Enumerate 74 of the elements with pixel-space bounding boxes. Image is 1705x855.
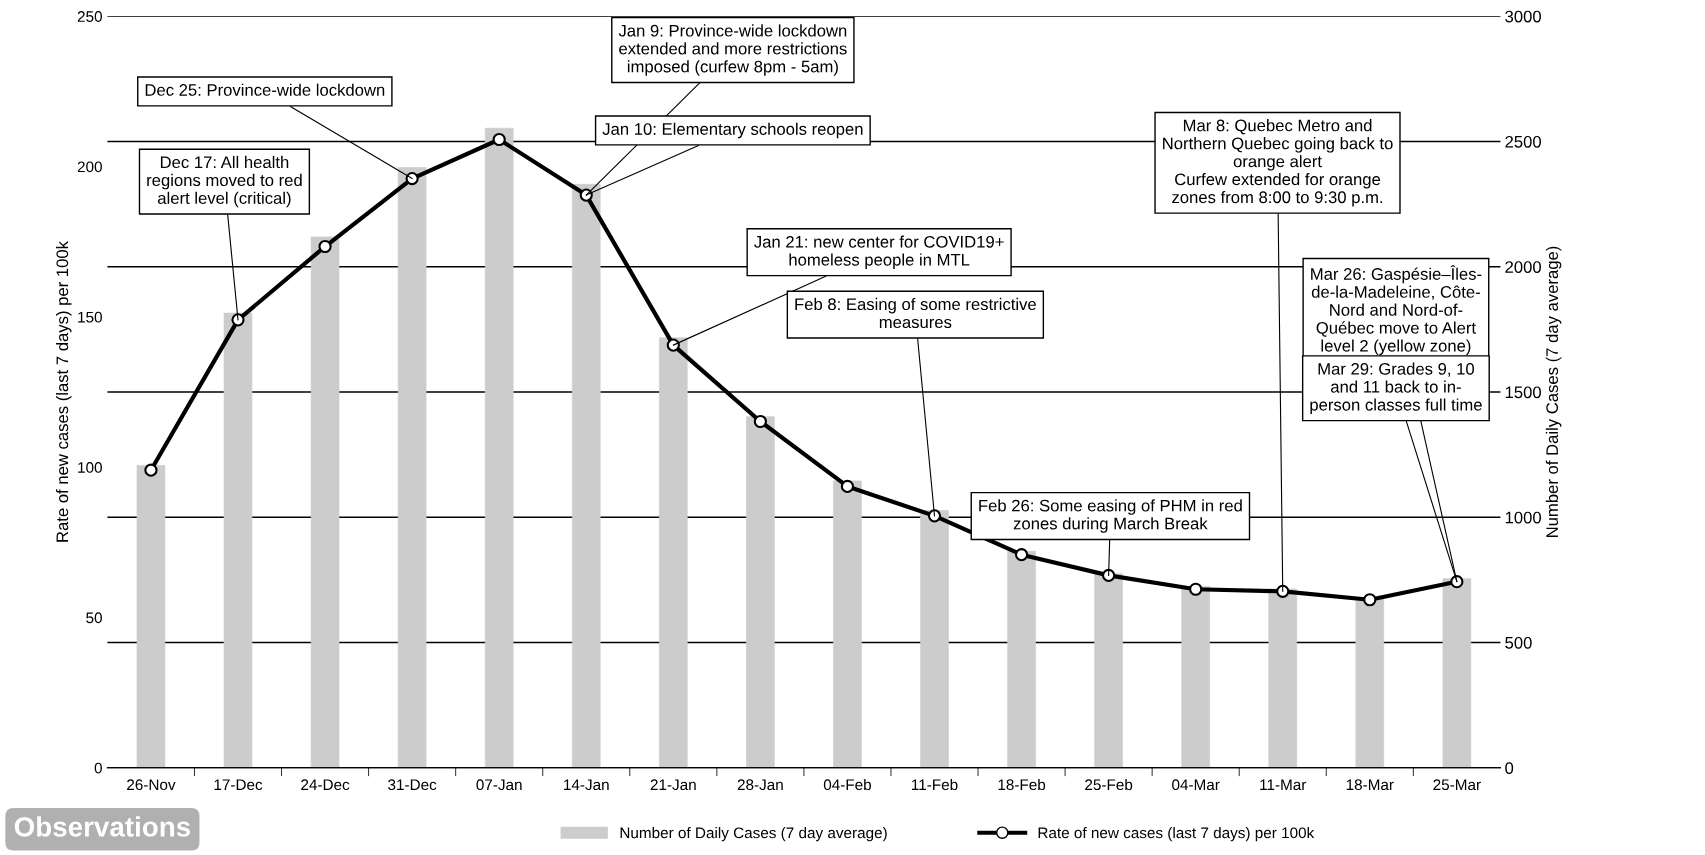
annotation: Mar 29: Grades 9, 10 and 11 back to in- person classes full time <box>1310 362 1482 414</box>
annotation: Mar 8: Quebec Metro and Northern Quebec going back to orange alert Curfew extended for orange zones from 8:00 to 9:30 p.m. <box>1163 119 1393 207</box>
bar <box>746 416 775 768</box>
point <box>405 171 419 186</box>
point <box>840 479 855 494</box>
x-tick-label: 24-Dec <box>301 779 350 791</box>
point <box>1014 548 1029 562</box>
y-tick-label: 50 <box>86 612 102 624</box>
y2-tick-label: 2000 <box>1505 261 1541 273</box>
y2-tick-label: 2500 <box>1505 135 1541 148</box>
annotation: Mar 26: Gaspésie–Îles- de-la-Madeleine, Côte- Nord and Nord-of- Québec move to Alert level 2 (yellow zone) <box>1311 265 1482 356</box>
y-tick-label: 250 <box>77 11 102 22</box>
annotation: Jan 21: new center for COVID19+ homeless people in MTL <box>754 235 1004 269</box>
bar <box>223 312 253 768</box>
bar <box>397 167 427 768</box>
point <box>1102 568 1116 582</box>
point <box>318 239 332 254</box>
y-tick-label: 200 <box>77 161 102 173</box>
bar <box>659 337 688 768</box>
point <box>753 414 767 429</box>
point <box>231 313 245 327</box>
bar <box>136 465 166 768</box>
bar <box>310 236 340 768</box>
bar <box>1094 573 1123 768</box>
bar <box>484 127 514 768</box>
x-tick-label: 18-Feb <box>998 778 1046 791</box>
x-tick-label: 11-Feb <box>912 778 958 791</box>
annotation: Dec 17: All health regions moved to red alert level (critical) <box>147 155 302 208</box>
x-tick-label: 21-Jan <box>650 779 696 791</box>
y2-tick-label: 1500 <box>1505 386 1541 399</box>
x-tick-label: 25-Mar <box>1433 779 1481 791</box>
point <box>1450 575 1464 589</box>
x-tick-label: 14-Jan <box>564 779 609 791</box>
x-tick-label: 07-Jan <box>476 779 522 791</box>
x-tick-label: 11-Mar <box>1260 779 1307 791</box>
y-tick-label: 0 <box>94 762 102 774</box>
annotation: Jan 10: Elementary schools reopen <box>602 122 863 139</box>
annotation: Dec 25: Province-wide lockdown <box>145 83 385 96</box>
x-tick-label: 04-Mar <box>1172 779 1220 791</box>
x-tick-label: 04-Feb <box>823 778 871 791</box>
bar <box>571 183 601 768</box>
annotation: Feb 26: Some easing of PHM in red zones during March Break <box>979 499 1242 533</box>
point <box>492 132 506 147</box>
y-axis-title: Rate of new cases (last 7 days) per 100k <box>55 240 72 542</box>
point <box>666 338 680 352</box>
y-tick-label: 150 <box>78 311 102 323</box>
legend-label: Rate of new cases (last 7 days) per 100k <box>1038 827 1315 842</box>
bar <box>1181 586 1210 768</box>
bar <box>1268 588 1298 768</box>
y2-tick-label: 500 <box>1505 636 1532 649</box>
x-tick-label: 26-Nov <box>127 779 176 791</box>
point <box>1363 593 1377 607</box>
text: Observations <box>14 816 191 837</box>
legend-label: Number of Daily Cases (7 day average) <box>620 827 887 842</box>
bar <box>833 480 862 768</box>
y2-tick-label: 1000 <box>1505 511 1541 524</box>
annotation: Feb 8: Easing of some restrictive measures <box>795 297 1036 329</box>
y2-axis-title: Number of Daily Cases (7 day average) <box>1545 246 1562 537</box>
annotation: Jan 9: Province-wide lockdown extended and more restrictions imposed (curfew 8pm - 5am) <box>618 24 847 76</box>
x-tick-label: 31-Dec <box>388 779 437 791</box>
y2-tick-label: 0 <box>1505 762 1514 774</box>
y2-tick-label: 3000 <box>1505 10 1541 23</box>
bar <box>920 510 949 768</box>
x-tick-label: 17-Dec <box>214 779 263 791</box>
x-tick-label: 18-Mar <box>1346 779 1394 791</box>
point <box>1189 582 1203 596</box>
bar <box>1355 597 1385 768</box>
bar <box>1007 551 1036 768</box>
x-tick-label: 25-Feb <box>1085 778 1133 791</box>
point <box>1276 584 1290 598</box>
y-tick-label: 100 <box>78 462 102 473</box>
point <box>144 463 158 477</box>
bar <box>1442 578 1472 768</box>
x-tick-label: 28-Jan <box>737 779 783 791</box>
